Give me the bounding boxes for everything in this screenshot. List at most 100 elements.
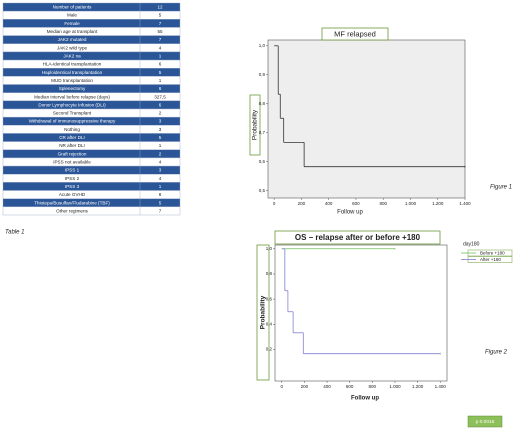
legend-label: Before +180 [480, 250, 505, 255]
y-label-box [256, 244, 270, 381]
table-label: Median interval before relapse (days) [34, 94, 110, 99]
x-tick-label: 1.400 [435, 384, 447, 389]
table-row [2, 141, 181, 150]
y-axis-label: Probability [252, 109, 259, 140]
table-value: 55 [157, 29, 163, 34]
plot-area [274, 244, 448, 382]
table-value: 3 [159, 127, 162, 132]
table-row [2, 174, 181, 183]
table-label: CR after DLI [59, 135, 85, 140]
y-tick-label: 0,8 [259, 101, 266, 106]
table-label: Second Transplant [53, 111, 92, 116]
title-box [321, 27, 389, 41]
table-label: HLA-identical transplantation [43, 62, 102, 67]
x-tick-label: 1.400 [459, 201, 471, 206]
table-row [2, 51, 181, 61]
table-row [2, 35, 181, 44]
table-label: Withdrawal of immunosuppressive therapy [29, 119, 116, 124]
table-value: 8 [159, 192, 162, 197]
table-value: 6 [159, 86, 162, 91]
y-tick-label: 0,7 [259, 130, 266, 135]
table-value: 5 [159, 13, 162, 18]
legend-title: day180 [463, 241, 480, 247]
table-label: JAK2 na [63, 54, 81, 59]
y-axis-label: Probability [260, 295, 267, 329]
plot-area [267, 39, 466, 199]
table-label: Thiotepa/Busulfan/Fludarabine (TBF) [34, 200, 110, 205]
x-tick-label: 1.000 [389, 384, 401, 389]
table-label: IPSS 3 [65, 184, 80, 189]
table-label: Nothing [64, 127, 80, 132]
figure-caption: Figure 2 [485, 350, 508, 356]
table-label: NR after DLI [59, 143, 85, 148]
table-value: 4 [159, 176, 162, 181]
x-tick-label: 800 [369, 384, 377, 389]
x-tick-label: 0 [273, 201, 276, 206]
table-label: JAK2 mutated [58, 37, 87, 42]
table-row [2, 108, 181, 118]
table-value: 2 [159, 151, 162, 156]
table-value: 5 [159, 70, 162, 75]
y-tick-label: 0,6 [266, 296, 273, 301]
x-axis-label: Follow up [351, 396, 379, 402]
y-tick-label: 0,4 [266, 322, 273, 327]
table-row [2, 2, 181, 12]
y-label-box [249, 94, 261, 156]
table-label: Haploidentical transplantation [42, 70, 103, 75]
y-tick-label: 1,0 [266, 246, 273, 251]
table-label: IPSS not available [53, 160, 91, 165]
x-tick-label: 800 [379, 201, 387, 206]
table-label: IPSS 2 [65, 176, 80, 181]
legend-label: After +180 [480, 257, 501, 262]
p-value: p 0.0015 [476, 419, 495, 425]
table-row [2, 84, 181, 93]
table-label: Acute GVHD [59, 192, 86, 197]
table-label: Female [64, 21, 80, 26]
table-row [2, 133, 181, 142]
table-row [2, 10, 181, 20]
table-value: 7 [159, 21, 162, 26]
table-label: Donor Lymphocyte Infusion (DLI) [38, 102, 106, 107]
table-caption: Table 1 [5, 230, 24, 236]
table-label: Median age at transplant [47, 29, 98, 34]
table-row [2, 206, 181, 216]
table-value: 2 [159, 111, 162, 116]
y-tick-label: 0,9 [259, 72, 266, 77]
table-value: 3 [159, 168, 162, 173]
table-label: Graft rejection [58, 151, 87, 156]
figure-title: OS – relapse after or before +180 [295, 233, 421, 242]
table-row [2, 157, 181, 167]
x-tick-label: 200 [301, 384, 309, 389]
x-tick-label: 400 [325, 201, 333, 206]
table-row [2, 43, 181, 53]
x-tick-label: 600 [346, 384, 354, 389]
table-label: Number of patients [53, 5, 93, 10]
table-value: 3 [159, 119, 162, 124]
x-tick-label: 600 [352, 201, 360, 206]
table-label: Other regimens [56, 208, 88, 213]
x-tick-label: 1.200 [432, 201, 444, 206]
table-value: 1 [159, 184, 162, 189]
table-value: 4 [159, 45, 162, 50]
y-tick-label: 0,5 [259, 188, 266, 193]
table-label: JAK2 wild type [57, 45, 88, 50]
figure-title: MF relapsed [334, 29, 376, 38]
p-value-box [467, 415, 503, 428]
table-label: Splenectomy [59, 86, 86, 91]
table-row [2, 190, 181, 199]
table-value: 1 [159, 143, 162, 148]
title-box [274, 230, 441, 245]
x-tick-label: 1.000 [405, 201, 417, 206]
table-value: 7 [159, 208, 162, 213]
table-value: 7 [159, 37, 162, 42]
table-row [2, 165, 181, 175]
x-axis-label: Follow up [337, 210, 363, 216]
table-value: 1 [159, 54, 162, 59]
x-tick-label: 400 [323, 384, 331, 389]
table-value: 1 [159, 78, 162, 83]
table-label: MUD transplantation [51, 78, 93, 83]
table-label: Male [67, 13, 77, 18]
table-value: 5 [159, 200, 162, 205]
